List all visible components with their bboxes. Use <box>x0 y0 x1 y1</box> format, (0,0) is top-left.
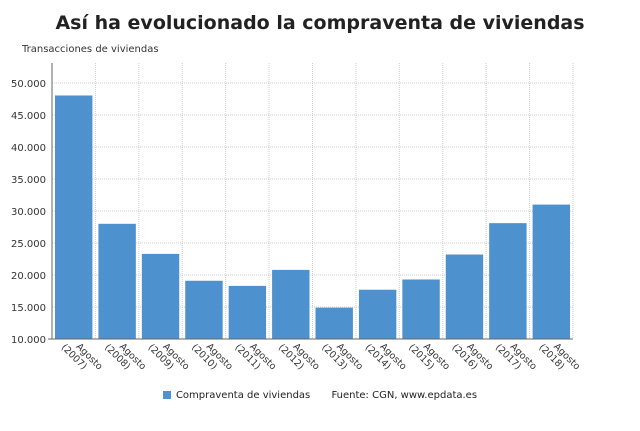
bar <box>489 223 527 339</box>
source-note: Fuente: CGN, www.epdata.es <box>331 390 478 401</box>
y-tick-label: 35.000 <box>11 175 46 186</box>
y-tick-label: 25.000 <box>11 239 46 250</box>
bar <box>185 280 223 339</box>
x-tick-label: Agosto(2016) <box>449 334 495 380</box>
x-tick-label: Agosto(2008) <box>102 334 148 380</box>
y-tick-label: 40.000 <box>11 143 46 154</box>
legend-label: Compraventa de viviendas <box>175 390 311 401</box>
bar <box>272 269 310 339</box>
y-tick-label: 50.000 <box>11 79 46 90</box>
chart-title: Así ha evolucionado la compraventa de vi… <box>55 12 585 34</box>
y-axis-label: Transacciones de viviendas <box>22 44 159 55</box>
bar <box>445 254 484 339</box>
x-tick-label: Agosto(2017) <box>493 334 539 380</box>
bar <box>98 223 136 339</box>
x-tick-label: Agosto(2009) <box>146 334 192 380</box>
bar <box>141 253 180 339</box>
y-tick-label: 20.000 <box>11 271 46 282</box>
legend-swatch <box>162 391 171 399</box>
bar <box>315 307 353 339</box>
x-tick-label: Agosto(2010) <box>189 334 235 380</box>
x-tick-label: Agosto(2012) <box>276 334 322 380</box>
x-tick-label: Agosto(2013) <box>319 334 365 380</box>
y-tick-label: 10.000 <box>11 335 46 346</box>
x-tick-label: Agosto(2014) <box>363 334 409 380</box>
legend: Compraventa de viviendas Fuente: CGN, ww… <box>0 390 640 401</box>
y-tick-label: 45.000 <box>11 111 46 122</box>
x-tick-label: Agosto(2011) <box>232 334 278 380</box>
y-tick-label: 30.000 <box>11 207 46 218</box>
bar <box>358 289 397 339</box>
x-tick-label: Agosto(2015) <box>406 334 452 380</box>
bar <box>532 204 570 339</box>
y-tick-label: 15.000 <box>11 303 46 314</box>
bar <box>402 279 440 339</box>
x-tick-label: Agosto(2007) <box>59 334 105 380</box>
bar <box>55 95 93 339</box>
bar <box>228 285 267 339</box>
x-tick-label: Agosto(2018) <box>536 334 582 380</box>
